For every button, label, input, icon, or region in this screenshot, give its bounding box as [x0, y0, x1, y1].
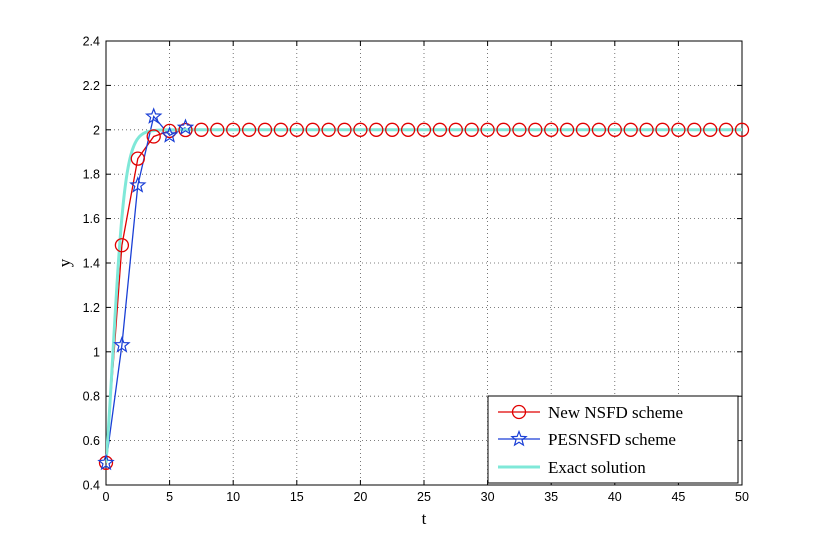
- marker-pesnsfd: [176, 118, 195, 136]
- y-axis-label: y: [55, 258, 74, 267]
- x-tick-label: 35: [544, 490, 558, 504]
- x-tick-label: 30: [481, 490, 495, 504]
- marker-new-nsfd: [480, 122, 495, 137]
- y-tick-label: 1.4: [83, 257, 100, 271]
- marker-new-nsfd: [305, 122, 320, 137]
- marker-new-nsfd: [257, 122, 273, 137]
- marker-new-nsfd: [607, 122, 622, 137]
- marker-new-nsfd: [210, 122, 225, 137]
- marker-new-nsfd: [655, 122, 670, 137]
- marker-pesnsfd: [160, 126, 179, 143]
- x-tick-label: 50: [735, 490, 749, 504]
- marker-new-nsfd: [289, 122, 304, 137]
- marker-new-nsfd: [591, 122, 607, 137]
- marker-new-nsfd: [575, 122, 591, 137]
- marker-new-nsfd: [146, 129, 161, 144]
- y-tick-label: 1.8: [83, 168, 100, 182]
- marker-pesnsfd: [129, 176, 147, 193]
- marker-new-nsfd: [544, 122, 559, 137]
- marker-new-nsfd: [623, 122, 638, 137]
- y-tick-label: 0.6: [83, 434, 100, 448]
- series-line-pesnsfd: [106, 115, 186, 463]
- marker-new-nsfd: [718, 122, 734, 137]
- legend-swatch-marker: [510, 429, 528, 447]
- marker-new-nsfd: [416, 122, 432, 137]
- y-tick-label: 1.6: [83, 212, 100, 226]
- marker-new-nsfd: [671, 122, 686, 137]
- y-tick-label: 0.4: [83, 479, 100, 493]
- x-tick-label: 20: [353, 490, 367, 504]
- marker-new-nsfd: [369, 122, 384, 137]
- marker-new-nsfd: [432, 122, 448, 137]
- marker-new-nsfd: [464, 122, 479, 137]
- legend-entry-label: PESNSFD scheme: [548, 430, 676, 449]
- legend-entry-label: Exact solution: [548, 458, 646, 477]
- y-tick-label: 1: [93, 345, 100, 359]
- marker-new-nsfd: [162, 123, 177, 139]
- marker-new-nsfd: [178, 122, 193, 138]
- marker-new-nsfd: [194, 122, 209, 137]
- legend-entry-label: New NSFD scheme: [548, 403, 683, 422]
- x-tick-label: 0: [103, 490, 110, 504]
- y-tick-label: 2.4: [83, 35, 100, 49]
- legend: New NSFD scheme PESNSFD scheme Exact solut…: [487, 395, 739, 484]
- marker-new-nsfd: [130, 151, 145, 166]
- marker-new-nsfd: [385, 122, 400, 137]
- marker-new-nsfd: [353, 122, 368, 137]
- legend-swatch-marker: [511, 404, 527, 420]
- x-tick-label: 5: [166, 490, 173, 504]
- x-tick-label: 25: [417, 490, 431, 504]
- series-line-exact-solution: [106, 128, 742, 463]
- series-layer: [106, 115, 742, 463]
- x-tick-label: 45: [671, 490, 685, 504]
- y-tick-label: 2: [93, 123, 100, 137]
- x-tick-label: 15: [290, 490, 304, 504]
- markers-layer: [97, 107, 750, 471]
- marker-new-nsfd: [273, 122, 289, 137]
- marker-new-nsfd: [703, 122, 718, 137]
- marker-new-nsfd: [241, 122, 257, 137]
- x-tick-label: 40: [608, 490, 622, 504]
- marker-new-nsfd: [114, 238, 130, 253]
- y-tick-label: 1.2: [83, 301, 100, 315]
- y-tick-label: 0.8: [83, 390, 100, 404]
- marker-pesnsfd: [97, 453, 115, 471]
- marker-new-nsfd: [639, 122, 654, 137]
- marker-new-nsfd: [512, 122, 527, 137]
- marker-new-nsfd: [559, 122, 575, 137]
- y-tick-label: 2.2: [83, 79, 100, 93]
- marker-new-nsfd: [321, 122, 336, 137]
- marker-pesnsfd: [144, 107, 163, 124]
- marker-new-nsfd: [734, 122, 750, 137]
- x-tick-label: 10: [226, 490, 240, 504]
- marker-new-nsfd: [528, 122, 543, 137]
- marker-new-nsfd: [400, 122, 416, 137]
- marker-new-nsfd: [337, 122, 352, 137]
- marker-new-nsfd: [226, 122, 241, 137]
- marker-new-nsfd: [687, 122, 702, 137]
- marker-new-nsfd: [496, 122, 511, 137]
- ticks: 0 5 10 15 20 25 30 35 40 45 50 0.4 0.6 0.8 1 1.2 1.4 1.6 1…: [83, 35, 749, 505]
- marker-pesnsfd: [113, 335, 131, 353]
- x-axis-label: t: [422, 509, 427, 528]
- marker-new-nsfd: [448, 122, 463, 137]
